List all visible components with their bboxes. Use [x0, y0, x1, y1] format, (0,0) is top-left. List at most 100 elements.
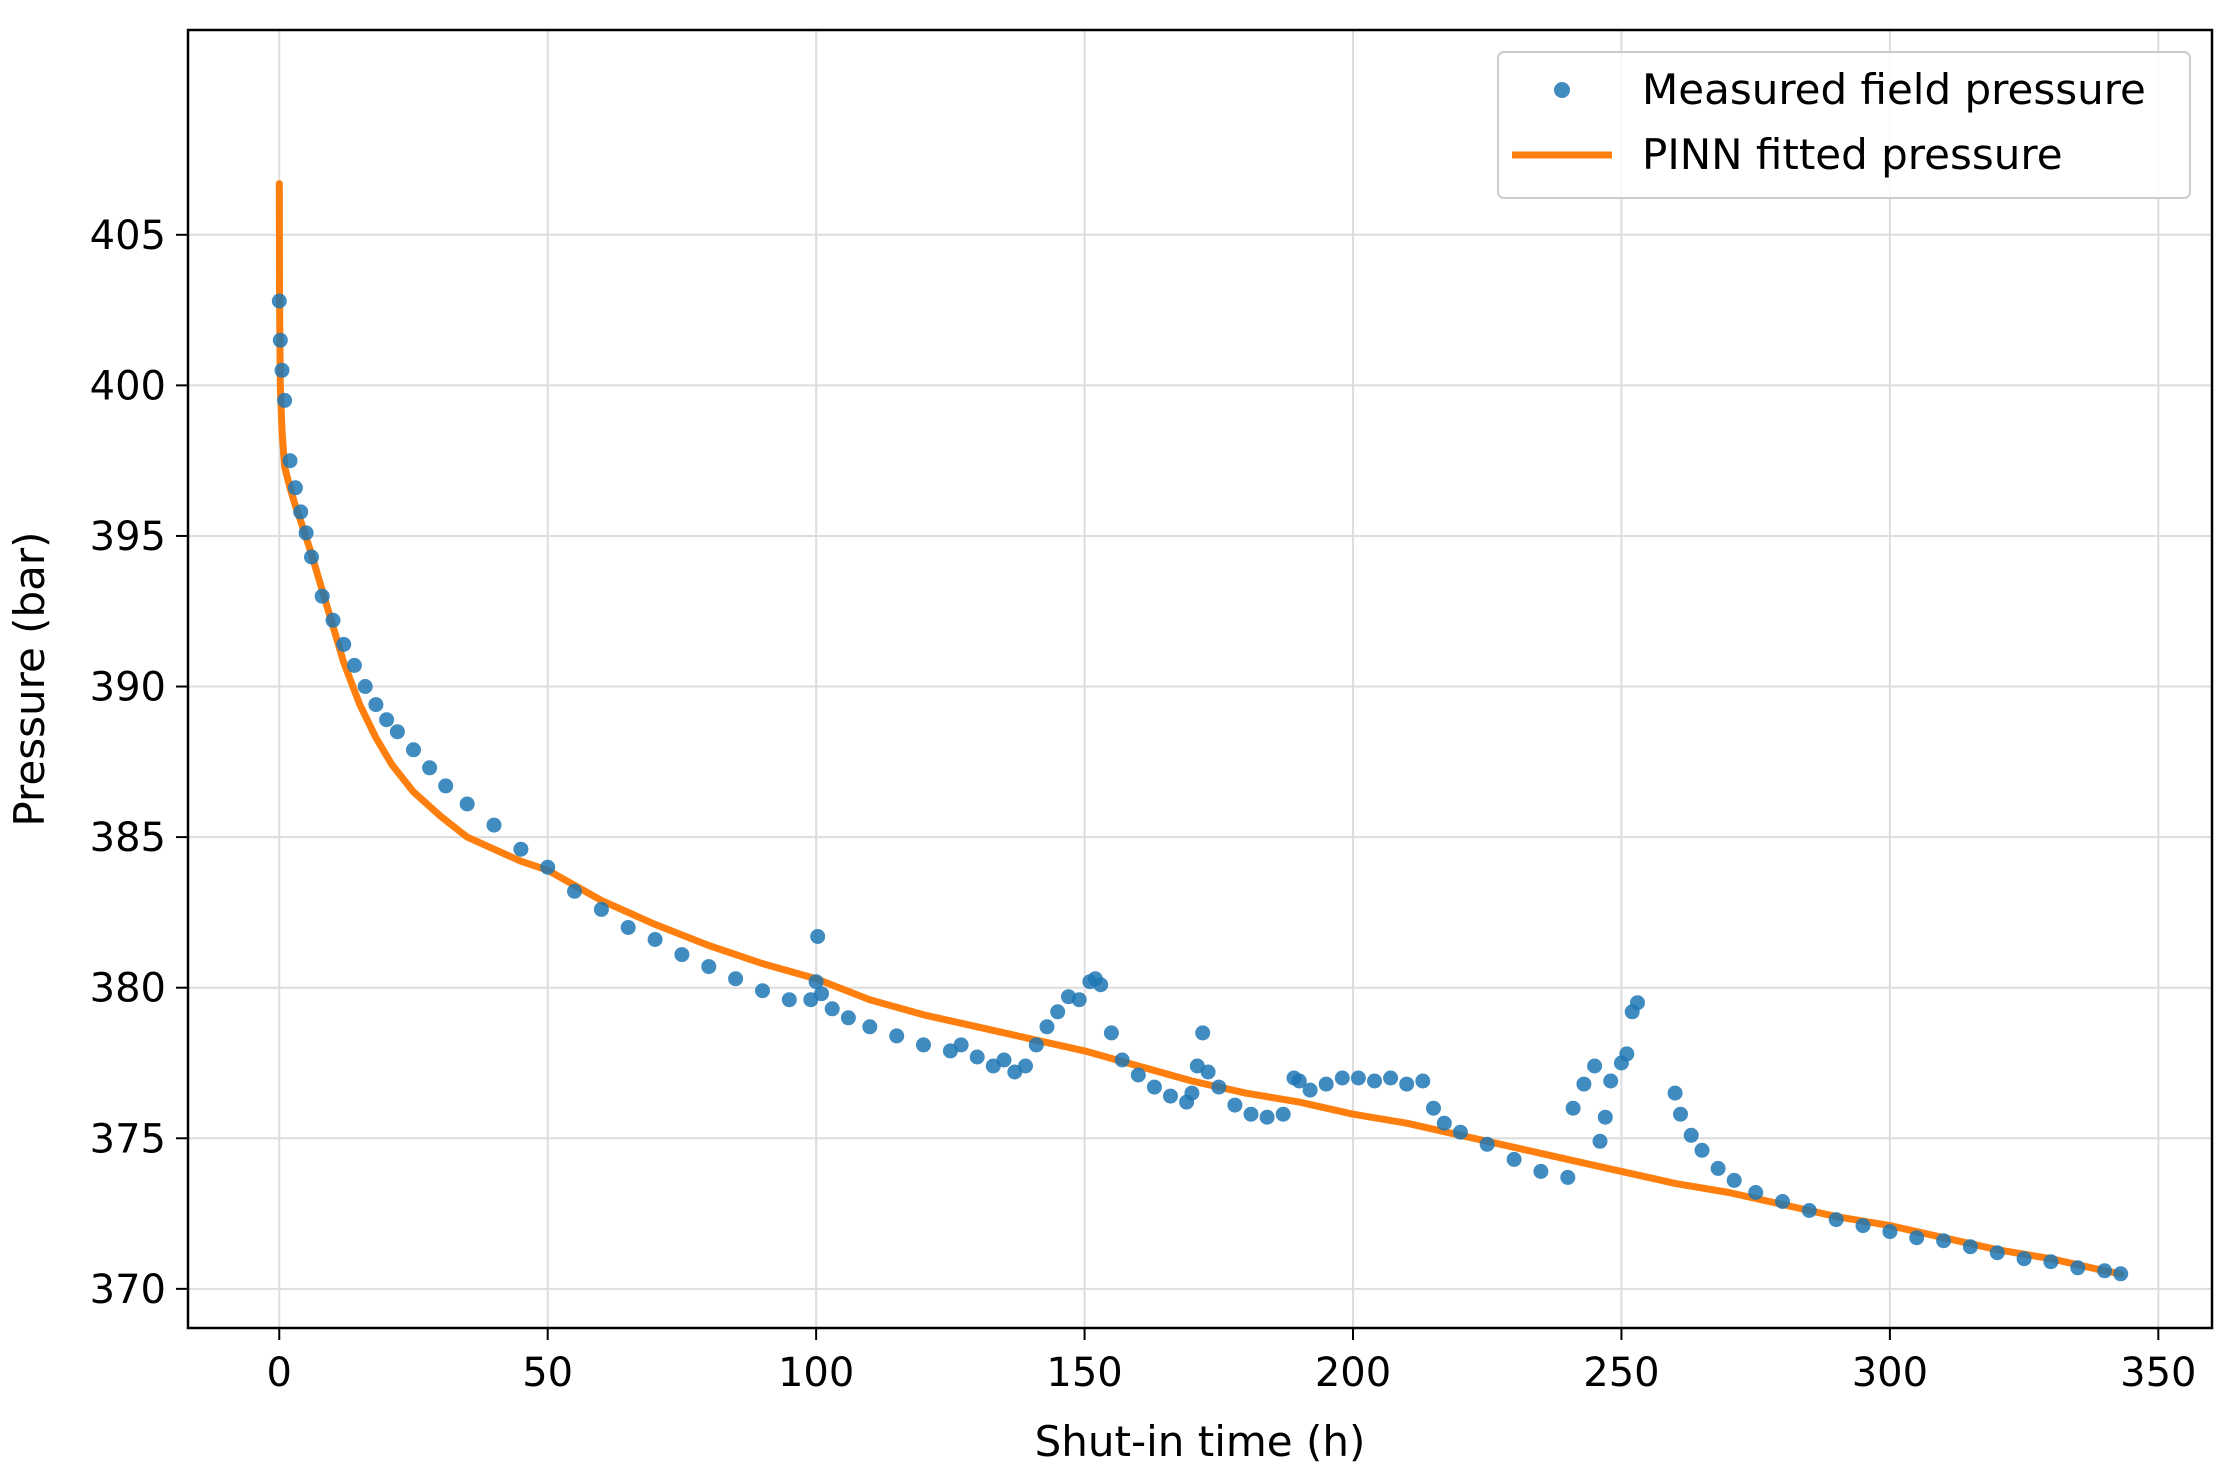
y-tick-label: 380 [90, 966, 166, 1012]
data-point [1071, 992, 1087, 1008]
data-point [1479, 1136, 1495, 1152]
data-point [1018, 1058, 1033, 1074]
data-point [916, 1037, 931, 1053]
y-axis-label: Pressure (bar) [5, 531, 54, 826]
data-point [287, 480, 303, 496]
x-tick-label: 350 [2120, 1350, 2196, 1396]
data-point [1587, 1058, 1603, 1074]
data-point [1533, 1163, 1549, 1179]
data-point [1093, 977, 1109, 993]
legend-marker-measured [1554, 82, 1570, 98]
data-point [1050, 1004, 1066, 1020]
y-tick-label: 400 [90, 363, 166, 409]
data-point [810, 929, 826, 944]
data-point [274, 362, 290, 378]
data-point [438, 778, 454, 794]
data-point [1350, 1070, 1366, 1086]
data-point [1103, 1025, 1119, 1041]
x-tick-label: 300 [1852, 1350, 1928, 1396]
x-tick-label: 250 [1583, 1350, 1659, 1396]
data-point [2070, 1260, 2086, 1276]
data-point [1227, 1097, 1243, 1113]
data-point [271, 293, 287, 309]
data-point [1200, 1064, 1216, 1080]
data-point [840, 1010, 856, 1026]
data-point [996, 1052, 1012, 1068]
data-point [1936, 1233, 1952, 1249]
data-point [701, 959, 717, 975]
data-point [1259, 1109, 1275, 1125]
data-point [1452, 1124, 1468, 1140]
data-point [1694, 1142, 1710, 1158]
data-point [379, 712, 395, 728]
data-point [2043, 1254, 2059, 1270]
data-point [282, 453, 298, 469]
data-point [368, 697, 384, 713]
data-point [824, 1001, 840, 1017]
y-tick-label: 390 [90, 665, 166, 711]
data-point [293, 504, 309, 520]
data-point [969, 1049, 985, 1065]
legend-label-pinn: PINN fitted pressure [1642, 130, 2063, 179]
data-point [1506, 1151, 1522, 1167]
data-point [1909, 1230, 1925, 1246]
data-point [1383, 1070, 1399, 1086]
data-point [1710, 1160, 1726, 1176]
pinn-fitted-line [275, 180, 2125, 1278]
data-point [1683, 1127, 1699, 1143]
y-tick-label: 370 [90, 1267, 166, 1313]
data-point [567, 883, 582, 899]
data-point [1275, 1106, 1291, 1122]
x-tick-label: 50 [522, 1350, 573, 1396]
data-point [1291, 1073, 1307, 1089]
data-point [540, 859, 556, 875]
data-point [953, 1037, 969, 1053]
data-point [1630, 995, 1645, 1011]
data-point [1882, 1224, 1898, 1240]
data-point [298, 525, 314, 541]
plot-frame [186, 28, 2214, 1330]
data-point [2097, 1263, 2113, 1279]
data-point [808, 974, 824, 990]
data-point [486, 817, 502, 833]
data-point [2016, 1251, 2032, 1267]
data-point [728, 971, 744, 987]
data-point [2113, 1266, 2129, 1282]
data-point [1318, 1076, 1334, 1092]
data-point [389, 724, 405, 740]
data-point [1565, 1100, 1581, 1116]
data-point [304, 549, 319, 565]
data-point [814, 986, 829, 1002]
pinn-fitted-line-group [275, 180, 2125, 1278]
data-point [1828, 1212, 1844, 1228]
data-point [357, 679, 373, 694]
data-point [862, 1019, 878, 1035]
data-point [1302, 1082, 1318, 1098]
data-point [1039, 1019, 1055, 1035]
y-tick-label: 395 [90, 514, 166, 560]
data-point [1726, 1172, 1742, 1188]
data-point [1560, 1169, 1576, 1185]
data-point [272, 332, 288, 348]
data-point [422, 760, 438, 776]
data-point [1592, 1133, 1608, 1149]
data-point [325, 612, 341, 628]
data-point [459, 796, 475, 812]
data-point [1855, 1218, 1871, 1234]
x-tick-label: 100 [778, 1350, 854, 1396]
data-point [1146, 1079, 1162, 1095]
data-point [1748, 1185, 1764, 1200]
data-point [1195, 1025, 1211, 1041]
data-point [277, 392, 293, 408]
data-point [1243, 1106, 1259, 1122]
data-point [406, 742, 421, 758]
data-point [1619, 1046, 1635, 1062]
data-point [620, 920, 636, 935]
data-point [1334, 1070, 1350, 1086]
data-point [1597, 1109, 1613, 1125]
data-point [346, 657, 362, 673]
data-point [781, 992, 797, 1008]
data-point [1962, 1239, 1978, 1255]
data-point [1801, 1203, 1817, 1218]
